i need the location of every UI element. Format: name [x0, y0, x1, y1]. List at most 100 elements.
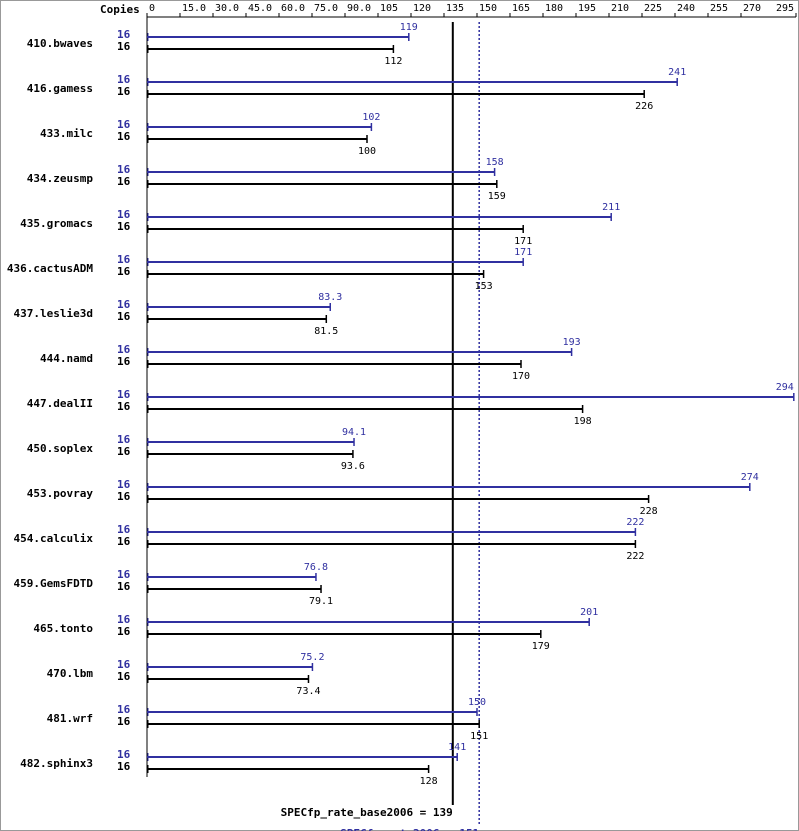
x-tick-label: 165: [512, 3, 530, 14]
x-tick-label: 225: [644, 3, 662, 14]
mean-label: SPECfp_rate_base2006 = 139: [281, 806, 453, 819]
value-label: 171: [514, 247, 532, 258]
copies-label: 16: [117, 658, 131, 671]
value-label: 100: [358, 146, 376, 157]
benchmark-label: 435.gromacs: [20, 217, 93, 230]
value-label: 119: [400, 22, 418, 33]
benchmark-label: 450.soplex: [27, 442, 94, 455]
value-label: 274: [741, 472, 759, 483]
copies-label: 16: [117, 175, 131, 188]
x-tick-label: 195: [578, 3, 596, 14]
x-tick-label: 210: [611, 3, 629, 14]
value-label: 75.2: [300, 652, 324, 663]
copies-label: 16: [117, 748, 131, 761]
copies-label: 16: [117, 343, 131, 356]
x-tick-label: 120: [413, 3, 431, 14]
benchmark-label: 454.calculix: [14, 532, 94, 545]
copies-label: 16: [117, 253, 131, 266]
x-tick-label: 240: [677, 3, 695, 14]
x-tick-label: 180: [545, 3, 563, 14]
copies-label: 16: [117, 73, 131, 86]
x-tick-label: 90.0: [347, 3, 371, 14]
value-label: 222: [626, 551, 644, 562]
value-label: 153: [475, 281, 493, 292]
copies-label: 16: [117, 580, 131, 593]
copies-label: 16: [117, 535, 131, 548]
copies-label: 16: [117, 400, 131, 413]
value-label: 294: [776, 382, 794, 393]
benchmark-label: 482.sphinx3: [20, 757, 93, 770]
copies-label: 16: [117, 298, 131, 311]
value-label: 73.4: [296, 686, 320, 697]
benchmark-label: 481.wrf: [47, 712, 93, 725]
mean-label: SPECfp_rate2006 = 151: [340, 827, 479, 831]
copies-label: 16: [117, 670, 131, 683]
value-label: 241: [668, 67, 686, 78]
benchmark-label: 444.namd: [40, 352, 93, 365]
value-label: 193: [563, 337, 581, 348]
copies-label: 16: [117, 220, 131, 233]
value-label: 150: [468, 697, 486, 708]
value-label: 151: [470, 731, 488, 742]
copies-label: 16: [117, 208, 131, 221]
x-tick-label: 295: [776, 3, 794, 14]
x-tick-label: 135: [446, 3, 464, 14]
x-tick-label: 255: [710, 3, 728, 14]
benchmark-label: 434.zeusmp: [27, 172, 94, 185]
x-tick-label: 75.0: [314, 3, 338, 14]
copies-label: 16: [117, 28, 131, 41]
value-label: 76.8: [304, 562, 328, 573]
value-label: 128: [420, 776, 438, 787]
value-label: 83.3: [318, 292, 342, 303]
value-label: 158: [486, 157, 504, 168]
value-label: 222: [626, 517, 644, 528]
copies-label: 16: [117, 118, 131, 131]
value-label: 198: [574, 416, 592, 427]
benchmark-label: 470.lbm: [47, 667, 94, 680]
copies-label: 16: [117, 130, 131, 143]
x-tick-label: 270: [743, 3, 761, 14]
copies-label: 16: [117, 625, 131, 638]
copies-label: 16: [117, 703, 131, 716]
benchmark-label: 416.gamess: [27, 82, 93, 95]
copies-label: 16: [117, 478, 131, 491]
x-tick-label: 15.0: [182, 3, 206, 14]
value-label: 226: [635, 101, 653, 112]
copies-label: 16: [117, 760, 131, 773]
copies-label: 16: [117, 568, 131, 581]
x-tick-label: 105: [380, 3, 398, 14]
copies-label: 16: [117, 163, 131, 176]
value-label: 102: [362, 112, 380, 123]
copies-label: 16: [117, 40, 131, 53]
value-label: 170: [512, 371, 530, 382]
benchmark-label: 433.milc: [40, 127, 93, 140]
benchmark-label: 410.bwaves: [27, 37, 93, 50]
x-tick-label: 30.0: [215, 3, 239, 14]
copies-label: 16: [117, 388, 131, 401]
value-label: 79.1: [309, 596, 333, 607]
x-tick-label: 45.0: [248, 3, 272, 14]
copies-label: 16: [117, 85, 131, 98]
value-label: 179: [532, 641, 550, 652]
value-label: 93.6: [341, 461, 365, 472]
value-label: 211: [602, 202, 620, 213]
benchmark-label: 453.povray: [27, 487, 94, 500]
benchmark-label: 459.GemsFDTD: [14, 577, 94, 590]
benchmark-label: 437.leslie3d: [14, 307, 93, 320]
copies-label: 16: [117, 445, 131, 458]
benchmark-label: 436.cactusADM: [7, 262, 93, 275]
axis-label: Copies: [100, 3, 140, 16]
x-tick-label: 150: [479, 3, 497, 14]
copies-label: 16: [117, 490, 131, 503]
benchmark-label: 465.tonto: [33, 622, 93, 635]
copies-label: 16: [117, 265, 131, 278]
value-label: 141: [448, 742, 466, 753]
benchmark-label: 447.dealII: [27, 397, 93, 410]
x-tick-label: 0: [149, 3, 155, 14]
copies-label: 16: [117, 310, 131, 323]
copies-label: 16: [117, 613, 131, 626]
x-tick-label: 60.0: [281, 3, 305, 14]
copies-label: 16: [117, 523, 131, 536]
